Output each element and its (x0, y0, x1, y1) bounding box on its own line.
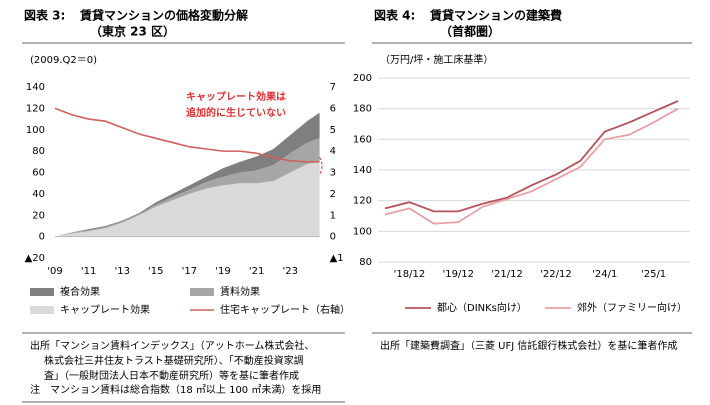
legend-label: 賃料効果 (220, 285, 260, 298)
y-tick-label: 180 (353, 104, 372, 115)
y-tick-label: 100 (353, 226, 372, 237)
x-tick-label: '21/12 (491, 269, 523, 280)
note: 注 マンション賃料は総合指数（18 ㎡以上 100 ㎡未満）を採用 (30, 383, 321, 396)
x-tick-label: '24/1 (592, 269, 617, 280)
y-tick-label: ▲20 (25, 253, 45, 264)
chart-title: （首都圏） (440, 24, 500, 39)
x-tick-label: '15 (148, 266, 163, 277)
legend-swatch (30, 288, 54, 296)
y2-tick-label: 4 (330, 146, 336, 157)
x-tick-label: '19 (215, 266, 230, 277)
y-tick-label: 80 (32, 146, 45, 157)
source: 株式会社三井住友トラスト基礎研究所）、「不動産投資家調 (44, 354, 304, 367)
y2-tick-label: ▲1 (330, 253, 344, 264)
x-tick-label: '23 (282, 266, 297, 277)
legend-swatch (190, 288, 214, 296)
legend-label: 郊外（ファミリー向け） (577, 301, 687, 314)
chart-title: 賃貸マンションの建築費 (429, 8, 562, 23)
y2-tick-label: 1 (330, 210, 336, 221)
y-tick-label: 140 (26, 82, 45, 93)
y-tick-label: 140 (353, 165, 372, 176)
line (384, 100, 679, 213)
annotation: キャップレート効果は (186, 90, 286, 103)
y-tick-label: 120 (26, 103, 45, 114)
source: 査」（一般財団法人日本不動産研究所）等を基に筆者作成 (44, 369, 299, 382)
legend-swatch (30, 306, 54, 314)
y2-tick-label: 2 (330, 189, 336, 200)
y2-tick-label: 5 (330, 125, 336, 136)
chart-title: 賃貸マンションの価格変動分解 (79, 8, 248, 23)
x-tick-label: '11 (81, 266, 96, 277)
y-tick-label: 20 (32, 210, 45, 221)
source: 出所「マンション賃料インデックス」（アットホーム株式会社、 (30, 339, 314, 352)
x-tick-label: '09 (47, 266, 62, 277)
y-tick-label: 100 (26, 125, 45, 136)
x-tick-label: '18/12 (394, 269, 426, 280)
figure-label: 図表 3: (24, 8, 65, 23)
highlight-circle (281, 147, 323, 185)
area (55, 161, 320, 237)
legend-label: 住宅キャップレート（右軸） (220, 303, 350, 316)
chart-title: （東京 23 区） (90, 24, 175, 39)
y2-tick-label: 0 (330, 232, 336, 243)
y-axis-label: (2009.Q2＝0) (30, 55, 97, 66)
x-tick-label: '19/12 (442, 269, 474, 280)
x-tick-label: '25/1 (641, 269, 666, 280)
y-tick-label: 40 (32, 189, 45, 200)
y2-tick-label: 6 (330, 103, 336, 114)
legend-label: 都心（DINKs向け） (437, 301, 527, 314)
source: 出所「建築費調査」（三菱 UFJ 信託銀行株式会社）を基に筆者作成 (380, 339, 677, 352)
y-tick-label: 200 (353, 73, 372, 84)
line (54, 107, 320, 163)
y-tick-label: 80 (359, 257, 372, 268)
line (384, 107, 679, 225)
y-tick-label: 160 (353, 134, 372, 145)
x-tick-label: '21 (249, 266, 264, 277)
x-tick-label: '13 (114, 266, 129, 277)
annotation: 追加的に生じていない (186, 106, 286, 119)
legend-label: キャップレート効果 (60, 303, 150, 316)
y-tick-label: 0 (39, 232, 45, 243)
y-axis-label: （万円/坪・施工床基準） (380, 53, 493, 66)
figure-label: 図表 4: (374, 8, 415, 23)
x-tick-label: '17 (182, 266, 197, 277)
x-tick-label: '22/12 (540, 269, 572, 280)
y2-tick-label: 3 (330, 168, 336, 179)
y2-tick-label: 7 (330, 82, 336, 93)
y-tick-label: 60 (32, 168, 45, 179)
legend-label: 複合効果 (60, 285, 100, 298)
y-tick-label: 120 (353, 196, 372, 207)
